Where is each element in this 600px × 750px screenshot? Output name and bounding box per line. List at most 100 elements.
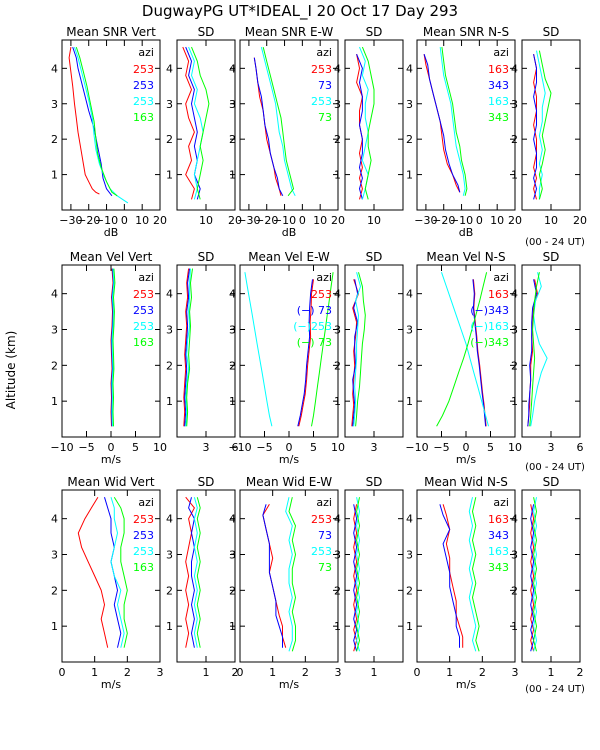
series-line-blue <box>184 268 191 427</box>
x-tick-label: 2 <box>302 666 309 679</box>
y-tick-label: 1 <box>406 620 413 633</box>
series-line-red <box>68 47 100 195</box>
y-tick-label: 3 <box>511 98 518 111</box>
series-line-cyan <box>536 50 546 200</box>
y-tick-label: 3 <box>166 549 173 562</box>
series-line-cyan <box>439 47 466 196</box>
x-tick-label: −5 <box>78 441 94 454</box>
series-line-cyan <box>530 272 548 427</box>
y-tick-label: 1 <box>406 169 413 182</box>
x-axis-label: m/s <box>279 453 299 466</box>
panel-title: SD <box>198 250 215 264</box>
legend-item: (−)163 <box>470 320 509 333</box>
y-tick-label: 2 <box>229 359 236 372</box>
series-line-cyan <box>353 272 362 427</box>
y-tick-label: 4 <box>51 288 58 301</box>
y-tick-label: 3 <box>406 324 413 337</box>
x-tick-label: 20 <box>331 214 345 227</box>
plot-frame <box>416 39 516 211</box>
y-tick-label: 4 <box>334 62 341 75</box>
series-line-blue <box>533 54 538 200</box>
x-tick-label: 3 <box>512 666 519 679</box>
time-note-row1: (00 - 24 UT) <box>525 237 585 248</box>
x-tick-label: −5 <box>256 441 272 454</box>
panel-15: Mean Wid E-W 1 2 3 4 0 1 2 3 m/s azi 253 73 253 73 <box>229 475 342 691</box>
panel-18: SD 1 2 3 4 1 2 <box>511 475 584 679</box>
x-tick-label: 1 <box>269 666 276 679</box>
legend-item: (−) 73 <box>297 304 332 317</box>
y-tick-label: 1 <box>166 395 173 408</box>
y-tick-label: 4 <box>166 62 173 75</box>
panel-2: SD 1 2 3 4 10 20 <box>166 25 242 227</box>
x-tick-label: 10 <box>135 214 149 227</box>
y-tick-label: 2 <box>334 359 341 372</box>
series-line-cyan <box>185 268 191 427</box>
x-tick-label: 10 <box>199 214 213 227</box>
y-tick-label: 2 <box>334 584 341 597</box>
series-line-blue <box>530 504 535 652</box>
y-axis-label: Altitude (km) <box>4 331 18 410</box>
y-tick-label: 2 <box>406 584 413 597</box>
series-line-green <box>262 46 295 197</box>
series-line-green <box>288 497 297 652</box>
y-tick-label: 1 <box>334 395 341 408</box>
legend-item: (−)343 <box>470 304 509 317</box>
time-note-row2: (00 - 24 UT) <box>525 462 585 473</box>
legend-header: azi <box>138 496 154 509</box>
x-tick-label: −10 <box>95 214 118 227</box>
y-tick-label: 2 <box>406 133 413 146</box>
legend-header: azi <box>316 496 332 509</box>
y-tick-label: 3 <box>334 98 341 111</box>
x-tick-label: 5 <box>132 441 139 454</box>
series-line-cyan <box>74 46 129 204</box>
legend-item: 343 <box>488 111 509 124</box>
series-line-green <box>538 50 552 200</box>
y-tick-label: 2 <box>334 133 341 146</box>
panel-9: Mean Vel E-W 1 2 3 4 −10 −5 0 5 10 m/s azi 253 (−) 73… <box>228 250 345 466</box>
y-tick-label: 3 <box>511 549 518 562</box>
panel-title: Mean SNR N-S <box>423 25 509 39</box>
y-tick-label: 4 <box>406 513 413 526</box>
panel-7: Mean Vel Vert 1 2 3 4 −10 −5 0 5 10 m/s azi 253 253 25… <box>50 250 167 466</box>
series-line-green <box>311 272 334 427</box>
series-line-cyan <box>111 268 115 427</box>
panel-12: SD 1 2 3 4 3 6 <box>511 250 584 454</box>
y-tick-label: 2 <box>166 133 173 146</box>
x-tick-label: −30 <box>237 214 260 227</box>
plot-frame <box>239 489 339 663</box>
x-tick-label: 2 <box>124 666 131 679</box>
legend-item: 253 <box>133 95 154 108</box>
panel-title: Mean SNR Vert <box>66 25 156 39</box>
plot-frame <box>239 39 339 211</box>
series-line-blue <box>188 497 195 648</box>
y-tick-label: 2 <box>511 584 518 597</box>
plot-frame <box>61 489 161 663</box>
panel-title: Mean Vel E-W <box>248 250 330 264</box>
series-line-blue <box>253 57 284 197</box>
series-line-red <box>298 279 314 427</box>
x-axis-label: m/s <box>456 678 476 691</box>
panel-title: Mean Wid E-W <box>246 475 332 489</box>
series-line-red <box>182 46 195 200</box>
series-line-blue <box>104 497 122 648</box>
series-line-green <box>436 272 488 427</box>
x-tick-label: 1 <box>91 666 98 679</box>
panel-10: SD 1 2 3 4 3 <box>334 250 404 454</box>
legend-item: 343 <box>488 561 509 574</box>
series-line-red <box>185 496 195 648</box>
y-tick-label: 4 <box>511 62 518 75</box>
panel-title: SD <box>366 250 383 264</box>
series-line-green <box>113 496 128 648</box>
x-tick-label: 3 <box>548 441 555 454</box>
series-line-green <box>112 268 116 427</box>
panel-8: SD 1 2 3 4 3 6 <box>166 250 239 454</box>
legend-item: (−) 73 <box>297 336 332 349</box>
series-line-blue <box>439 504 460 648</box>
series-line-blue <box>423 54 461 193</box>
x-tick-label: 0 <box>108 441 115 454</box>
series-line-blue <box>527 279 538 427</box>
y-tick-label: 1 <box>334 620 341 633</box>
series-line-cyan <box>193 497 198 648</box>
